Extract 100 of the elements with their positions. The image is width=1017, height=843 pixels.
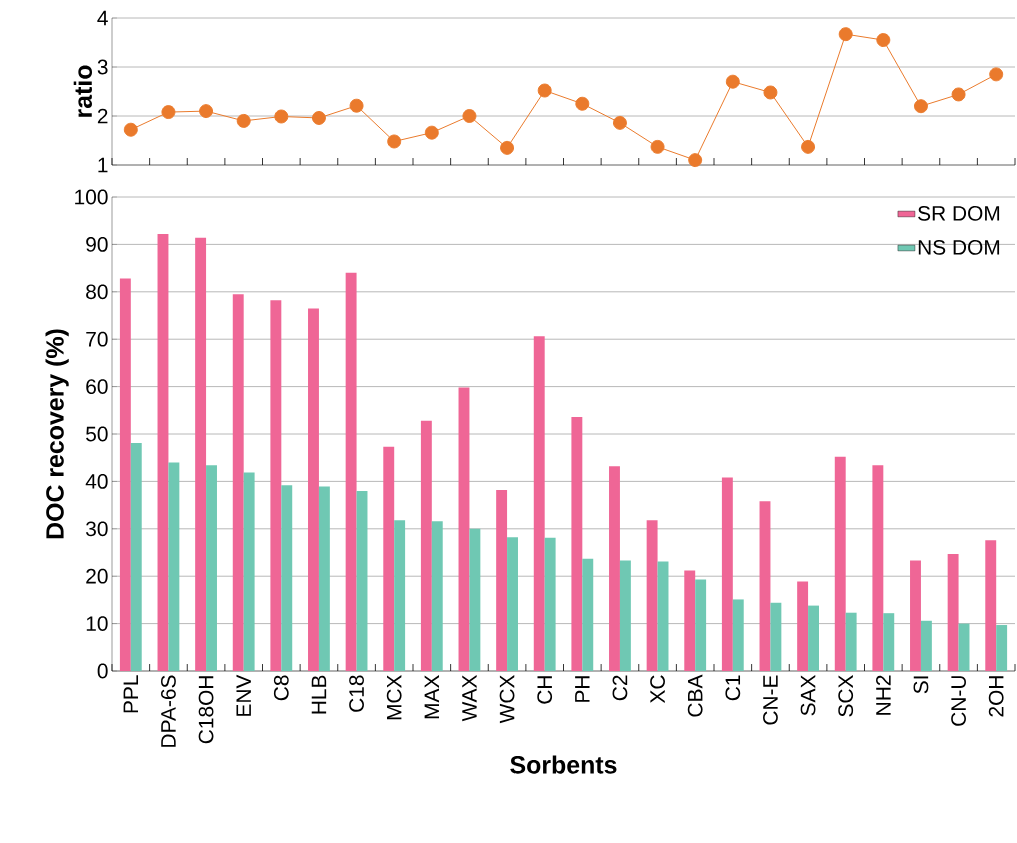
legend-label: NS DOM bbox=[918, 239, 1000, 255]
point bbox=[575, 96, 590, 111]
point bbox=[462, 109, 477, 123]
point bbox=[274, 109, 289, 124]
bar bbox=[496, 489, 508, 672]
x-tick-label: CBA bbox=[687, 674, 703, 717]
point bbox=[989, 67, 1004, 82]
bar bbox=[345, 272, 357, 672]
y-tick-label: 20 bbox=[86, 568, 108, 584]
bar bbox=[469, 528, 481, 672]
bar bbox=[657, 561, 669, 672]
bar bbox=[646, 520, 658, 672]
bar bbox=[770, 602, 782, 672]
bar bbox=[797, 581, 809, 672]
bar bbox=[571, 416, 583, 672]
y-tick-label: 4 bbox=[97, 10, 108, 26]
bar bbox=[383, 446, 395, 672]
bar bbox=[270, 300, 282, 672]
x-tick-label: DPA-6S bbox=[161, 675, 176, 747]
point bbox=[688, 153, 703, 168]
point bbox=[123, 122, 138, 137]
y-tick-label: 3 bbox=[97, 59, 108, 75]
y-tick-label: 100 bbox=[75, 189, 108, 205]
bar bbox=[808, 605, 819, 672]
x-tick-label: MCX bbox=[386, 674, 402, 720]
bar bbox=[308, 308, 319, 672]
y-tick-label: 60 bbox=[86, 379, 108, 395]
x-tick-label: C18 bbox=[349, 675, 364, 712]
point bbox=[951, 87, 966, 102]
x-tick-label: CN-U bbox=[951, 676, 966, 726]
x-tick-label: ENV bbox=[236, 674, 251, 716]
bar bbox=[910, 560, 921, 672]
x-tick-label: C2 bbox=[612, 675, 628, 701]
point bbox=[500, 140, 515, 155]
x-tick-label: SAX bbox=[800, 674, 816, 716]
bar bbox=[759, 501, 771, 672]
bar bbox=[845, 612, 857, 672]
x-tick-label: MAX bbox=[424, 674, 440, 719]
bar bbox=[695, 579, 707, 672]
x-tick-label: PH bbox=[575, 676, 590, 702]
y-axis-title: DOC recovery (%) bbox=[45, 329, 69, 539]
bar bbox=[420, 420, 432, 672]
point bbox=[725, 74, 740, 89]
bar bbox=[507, 537, 518, 672]
x-tick-label: C1 bbox=[725, 675, 741, 701]
bar bbox=[195, 237, 207, 672]
bar bbox=[318, 486, 330, 672]
bar bbox=[609, 466, 620, 672]
point bbox=[387, 134, 402, 149]
point bbox=[236, 113, 251, 128]
point bbox=[349, 98, 364, 113]
x-tick-label: 2OH bbox=[988, 676, 1004, 717]
point bbox=[838, 27, 853, 42]
bar bbox=[119, 278, 131, 672]
bar bbox=[394, 520, 406, 672]
point bbox=[801, 139, 816, 154]
bar bbox=[619, 560, 631, 672]
bar bbox=[232, 294, 244, 672]
y-axis-title: ratio bbox=[73, 65, 92, 117]
bar bbox=[157, 233, 169, 672]
y-tick-label: 1 bbox=[98, 157, 108, 173]
bar bbox=[168, 462, 180, 672]
bar bbox=[996, 625, 1008, 672]
point bbox=[537, 83, 552, 98]
bar bbox=[544, 537, 556, 672]
x-tick-label: WAX bbox=[462, 674, 477, 722]
y-tick-label: 80 bbox=[86, 284, 108, 300]
y-tick-label: 10 bbox=[86, 616, 108, 632]
legend-label: SR DOM bbox=[918, 205, 1000, 221]
bar bbox=[732, 599, 744, 672]
bar bbox=[721, 477, 733, 672]
y-tick-label: 40 bbox=[85, 474, 108, 489]
bar bbox=[281, 485, 293, 672]
point bbox=[763, 85, 778, 100]
bar bbox=[985, 540, 997, 672]
bar bbox=[883, 613, 895, 672]
y-tick-label: 2 bbox=[97, 108, 108, 124]
y-tick-label: 30 bbox=[86, 521, 108, 537]
x-tick-label: WCX bbox=[499, 674, 515, 724]
x-tick-label: PPL bbox=[123, 675, 139, 713]
bar bbox=[872, 465, 884, 672]
bar bbox=[533, 336, 545, 672]
point bbox=[650, 139, 665, 154]
y-tick-label: 70 bbox=[86, 331, 108, 347]
bar bbox=[130, 443, 142, 672]
bar bbox=[431, 521, 443, 672]
point bbox=[876, 33, 891, 48]
bar bbox=[243, 472, 255, 672]
y-tick-label: 50 bbox=[86, 426, 108, 442]
x-tick-label: CH bbox=[537, 676, 553, 704]
point bbox=[612, 115, 627, 130]
x-tick-label: SCX bbox=[838, 674, 854, 717]
point bbox=[311, 110, 326, 125]
bar bbox=[947, 553, 959, 672]
bar bbox=[958, 623, 970, 672]
x-tick-label: NH2 bbox=[876, 675, 891, 715]
x-tick-label: C18OH bbox=[198, 676, 214, 744]
point bbox=[199, 104, 214, 119]
bar bbox=[458, 387, 470, 672]
x-axis-title: Sorbents bbox=[510, 755, 617, 774]
